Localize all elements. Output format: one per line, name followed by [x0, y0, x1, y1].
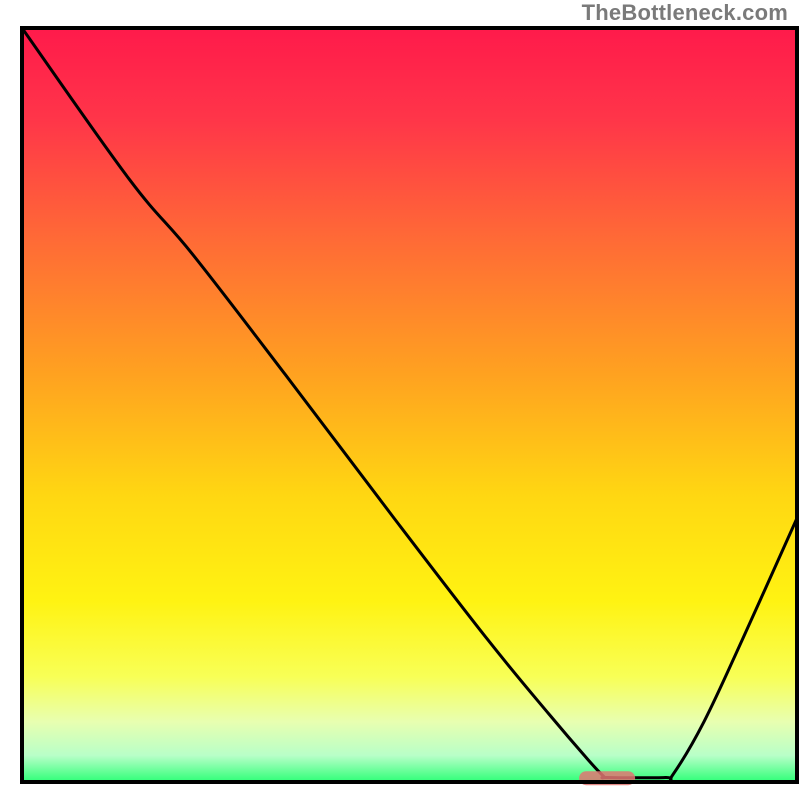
chart-svg	[0, 0, 800, 800]
watermark-text: TheBottleneck.com	[582, 0, 788, 26]
plot-background	[22, 28, 797, 782]
bottleneck-chart: TheBottleneck.com	[0, 0, 800, 800]
